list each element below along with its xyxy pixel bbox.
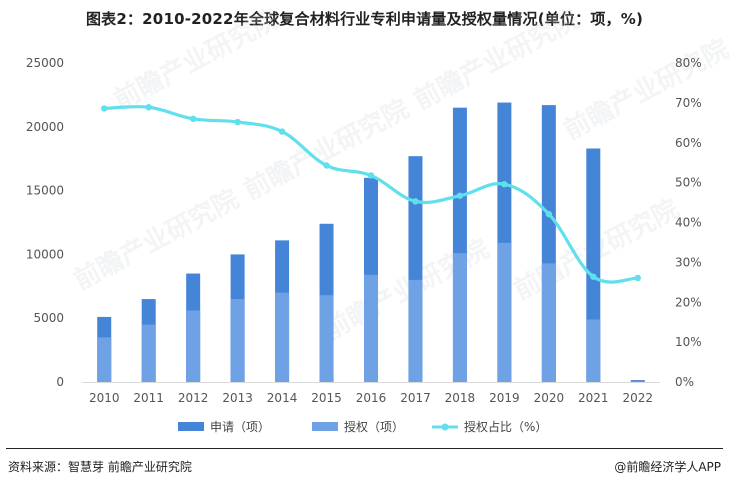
bar-granted	[141, 324, 156, 382]
bar-granted	[497, 242, 512, 382]
x-tick-label: 2013	[222, 391, 253, 405]
ratio-point	[278, 128, 286, 135]
x-tick-label: 2015	[311, 391, 342, 405]
ratio-point	[101, 105, 108, 112]
x-tick-label: 2016	[356, 391, 387, 405]
legend-item-application-label: 申请（项）	[210, 420, 270, 434]
left-tick-label: 20000	[26, 120, 64, 134]
x-tick-label: 2019	[489, 391, 520, 405]
x-tick-label: 2018	[445, 391, 476, 405]
legend-item-granted-swatch	[312, 422, 338, 431]
x-tick-label: 2022	[622, 391, 653, 405]
ratio-point	[189, 115, 197, 123]
ratio-point	[323, 162, 330, 169]
chart-canvas: 前瞻产业研究院前瞻产业研究院前瞻产业研究院前瞻产业研究院前瞻产业研究院前瞻产业研…	[26, 3, 729, 434]
x-tick-label: 2020	[534, 391, 565, 405]
left-tick-label: 10000	[26, 247, 64, 261]
footer-divider	[6, 448, 723, 449]
bar-granted	[364, 274, 378, 382]
x-tick-label: 2012	[178, 391, 209, 405]
right-axis: 0% 10% 20% 30% 40% 50% 60% 70% 80%	[675, 56, 702, 389]
right-tick-label: 60%	[675, 136, 702, 150]
x-tick-label: 2017	[400, 391, 431, 405]
bar-granted	[630, 381, 645, 382]
legend-item-ratio-marker	[441, 423, 449, 431]
watermark-text: 前瞻产业研究院	[409, 3, 584, 116]
right-tick-label: 50%	[675, 176, 702, 190]
right-tick-label: 20%	[675, 295, 702, 309]
left-tick-label: 25000	[26, 56, 64, 70]
ratio-point	[456, 192, 464, 199]
legend-item-application-swatch	[178, 422, 204, 431]
bar-granted	[452, 253, 467, 382]
x-tick-label: 2011	[133, 391, 164, 405]
bar-series	[97, 102, 645, 382]
left-axis: 0 5000 10000 15000 20000 25000	[26, 56, 64, 389]
legend-item-ratio-label: 授权占比（%）	[464, 419, 547, 434]
watermark-text: 前瞻产业研究院	[319, 233, 494, 346]
right-tick-label: 30%	[675, 255, 702, 269]
ratio-point	[367, 172, 375, 179]
bar-granted	[186, 310, 201, 382]
right-tick-label: 80%	[675, 56, 702, 70]
left-tick-label: 0	[56, 375, 64, 389]
watermark-layer: 前瞻产业研究院前瞻产业研究院前瞻产业研究院前瞻产业研究院前瞻产业研究院前瞻产业研…	[69, 3, 729, 346]
ratio-point	[412, 198, 419, 205]
bar-granted	[408, 279, 423, 382]
x-tick-label: 2010	[89, 391, 120, 405]
x-axis: 2010 2011 2012 2013 2014 2015 2016 2017 2018 2019…	[82, 382, 660, 405]
source-note: 资料来源：智慧芽 前瞻产业研究院	[8, 460, 192, 474]
right-tick-label: 0%	[675, 375, 694, 389]
left-tick-label: 5000	[33, 311, 64, 325]
left-tick-label: 15000	[26, 184, 64, 198]
bar-granted	[230, 299, 245, 382]
ratio-point	[145, 104, 152, 111]
ratio-line-series	[101, 104, 641, 284]
ratio-point	[634, 274, 641, 282]
watermark-text: 前瞻产业研究院	[239, 93, 414, 206]
bar-granted	[319, 295, 334, 382]
right-tick-label: 70%	[675, 96, 702, 110]
x-tick-label: 2014	[267, 391, 298, 405]
bar-granted	[97, 337, 112, 382]
right-tick-label: 40%	[675, 216, 702, 230]
x-tick-label: 2021	[578, 391, 609, 405]
watermark-text: 前瞻产业研究院	[69, 183, 244, 296]
bar-granted	[541, 263, 556, 382]
ratio-point	[545, 210, 553, 218]
watermark-text: 前瞻产业研究院	[559, 33, 729, 146]
ratio-point	[501, 181, 508, 188]
ratio-point	[234, 118, 241, 126]
legend: 申请（项） 授权（项） 授权占比（%）	[178, 419, 547, 434]
bar-application	[630, 380, 645, 382]
brand-text: @前瞻经济学人APP	[614, 460, 721, 474]
watermark-text: 前瞻产业研究院	[109, 3, 284, 116]
right-tick-label: 10%	[675, 335, 702, 349]
bar-granted	[586, 319, 601, 382]
legend-item-granted-label: 授权（项）	[344, 419, 404, 434]
chart-title: 图表2：2010-2022年全球复合材料行业专利申请量及授权量情况(单位：项，%…	[85, 10, 644, 28]
bar-granted	[275, 292, 290, 382]
brand-note: @前瞻经济学人APP	[614, 458, 721, 475]
ratio-point	[590, 273, 597, 280]
